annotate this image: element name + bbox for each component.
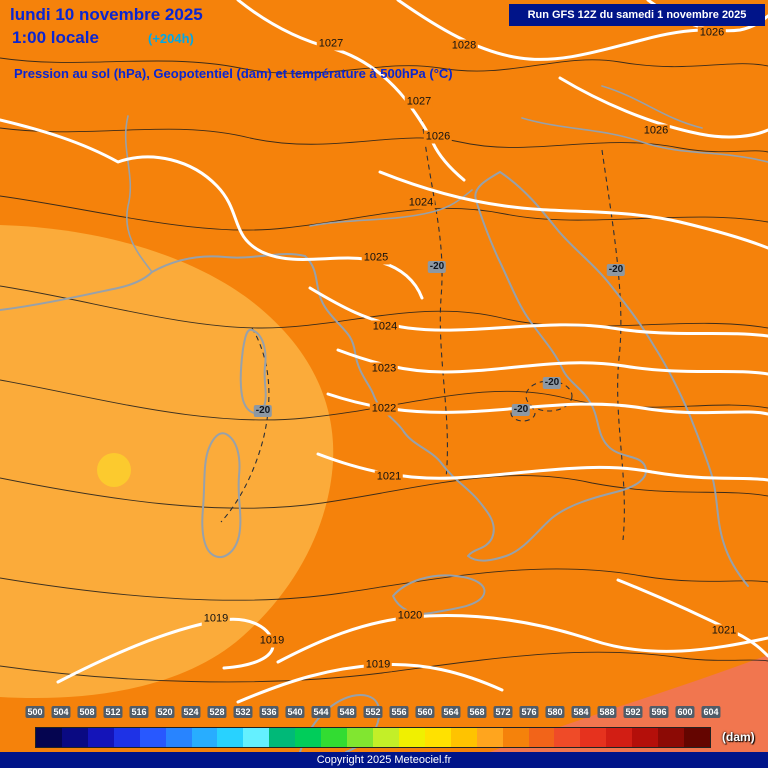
scale-cell xyxy=(476,728,503,747)
footer-bar: Copyright 2025 Meteociel.fr xyxy=(0,752,768,768)
pressure-label: 1026 xyxy=(641,124,671,138)
pressure-label: 1027 xyxy=(404,95,434,109)
temperature-label: -20 xyxy=(253,405,273,417)
scale-value-label: 532 xyxy=(233,706,253,718)
scale-value-label: 584 xyxy=(571,706,591,718)
scale-value-label: 540 xyxy=(285,706,305,718)
scale-cell xyxy=(347,728,373,747)
temperature-label: -20 xyxy=(606,264,626,276)
warm-core-spot xyxy=(97,453,131,487)
pressure-label: 1022 xyxy=(369,402,399,416)
scale-cell xyxy=(502,728,529,747)
scale-cell xyxy=(528,728,555,747)
scale-cell xyxy=(658,728,685,747)
scale-cell xyxy=(269,728,296,747)
scale-value-label: 544 xyxy=(311,706,331,718)
scale-value-label: 508 xyxy=(77,706,97,718)
scale-bar xyxy=(35,727,711,748)
scale-value-label: 552 xyxy=(363,706,383,718)
temperature-label: -20 xyxy=(511,404,531,416)
warm-band-region xyxy=(0,225,334,699)
scale-value-label: 512 xyxy=(103,706,123,718)
scale-value-label: 516 xyxy=(129,706,149,718)
map-labels: 1027 1028 1026 1027 1026 1026 1024 1025 1024 1023… xyxy=(201,26,739,672)
copyright-label: Copyright 2025 Meteociel.fr xyxy=(316,754,452,766)
scale-value-label: 596 xyxy=(649,706,669,718)
pressure-label: 1025 xyxy=(361,251,391,265)
scale-value-label: 528 xyxy=(207,706,227,718)
scale-value-label: 560 xyxy=(415,706,435,718)
scale-cell xyxy=(684,728,710,747)
rivers xyxy=(124,85,768,273)
map-subtitle: Pression au sol (hPa), Geopotentiel (dam… xyxy=(14,66,453,81)
pressure-label: 1020 xyxy=(395,609,425,623)
scale-cell xyxy=(217,728,244,747)
scale-value-label: 568 xyxy=(467,706,487,718)
scale-cell xyxy=(606,728,633,747)
scale-cell xyxy=(295,728,322,747)
scale-value-label: 592 xyxy=(623,706,643,718)
date-label: lundi 10 novembre 2025 xyxy=(10,5,203,24)
pressure-label: 1026 xyxy=(423,130,453,144)
scale-value-label: 524 xyxy=(181,706,201,718)
scale-value-label: 548 xyxy=(337,706,357,718)
map-canvas xyxy=(0,0,768,752)
scale-value-label: 572 xyxy=(493,706,513,718)
scale-cell xyxy=(372,728,399,747)
scale-value-label: 564 xyxy=(441,706,461,718)
scale-cell xyxy=(632,728,659,747)
scale-cell xyxy=(191,728,218,747)
scale-cell xyxy=(139,728,166,747)
scale-cell xyxy=(580,728,607,747)
scale-cell xyxy=(424,728,451,747)
time-label: 1:00 locale xyxy=(12,28,99,47)
scale-value-label: 604 xyxy=(701,706,721,718)
scale-value-label: 504 xyxy=(51,706,71,718)
scale-unit-label: (dam) xyxy=(722,730,755,744)
scale-labels: 500 504 508 512 516 520 524 528 532 536 540 544 548 5… xyxy=(0,706,768,721)
temperature-label: -20 xyxy=(542,377,562,389)
scale-value-label: 556 xyxy=(389,706,409,718)
scale-cell xyxy=(554,728,581,747)
scale-cell xyxy=(113,728,140,747)
scale-cell xyxy=(61,728,88,747)
scale-cell xyxy=(321,728,348,747)
scale-cell xyxy=(165,728,192,747)
pressure-label: 1019 xyxy=(201,612,231,626)
scale-value-label: 500 xyxy=(25,706,45,718)
pressure-label: 1027 xyxy=(316,37,346,51)
scale-cell xyxy=(36,728,62,747)
run-info-box: Run GFS 12Z du samedi 1 novembre 2025 xyxy=(509,4,765,26)
scale-cell xyxy=(450,728,477,747)
pressure-label: 1024 xyxy=(370,320,400,334)
scale-cell xyxy=(87,728,114,747)
geopotential-contours xyxy=(0,57,768,683)
forecast-offset-label: (+204h) xyxy=(148,31,194,46)
scale-value-label: 580 xyxy=(545,706,565,718)
pressure-label: 1021 xyxy=(709,624,739,638)
scale-cell xyxy=(243,728,270,747)
pressure-label: 1021 xyxy=(374,470,404,484)
pressure-label: 1028 xyxy=(449,39,479,53)
scale-value-label: 588 xyxy=(597,706,617,718)
pressure-label: 1023 xyxy=(369,362,399,376)
pressure-label: 1024 xyxy=(406,196,436,210)
temperature-label: -20 xyxy=(427,261,447,273)
pressure-label: 1019 xyxy=(363,658,393,672)
pressure-label: 1019 xyxy=(257,634,287,648)
pressure-label: 1026 xyxy=(697,26,727,40)
isobars xyxy=(0,0,768,704)
scale-value-label: 600 xyxy=(675,706,695,718)
scale-cell xyxy=(398,728,425,747)
scale-value-label: 520 xyxy=(155,706,175,718)
scale-value-label: 536 xyxy=(259,706,279,718)
scale-value-label: 576 xyxy=(519,706,539,718)
